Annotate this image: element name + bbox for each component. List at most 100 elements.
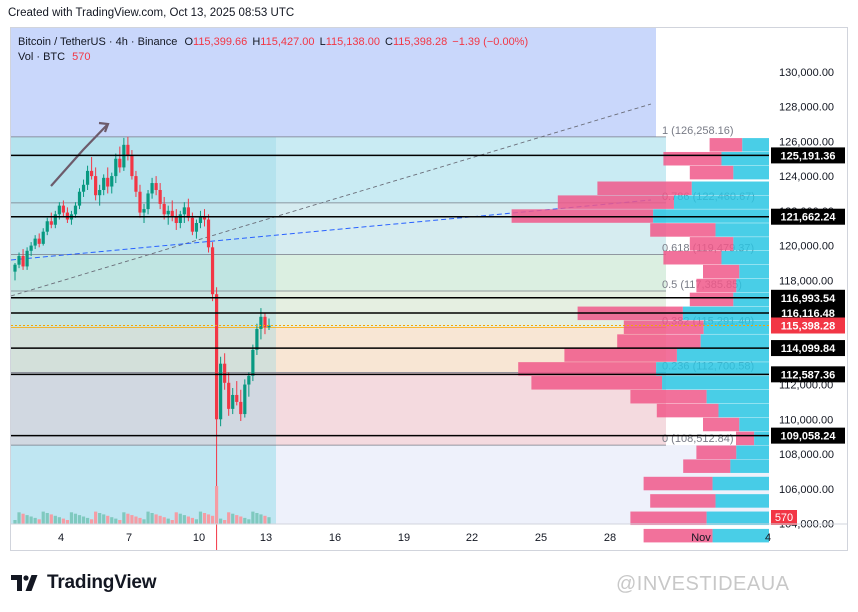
volume-profile-buy (736, 445, 769, 460)
legend-low: 115,138.00 (325, 36, 380, 48)
trend-line-blue (11, 199, 652, 261)
volume-bar (73, 513, 78, 524)
volume-profile-buy (715, 223, 769, 237)
volume-bar (57, 517, 61, 524)
price-tick-label: 126,000.00 (779, 136, 834, 148)
volume-bar (214, 486, 219, 524)
volume-bar (29, 516, 33, 524)
arrow-annotation-head (98, 121, 110, 133)
price-tick-label: 106,000.00 (779, 484, 834, 496)
candle-body (186, 207, 190, 218)
volume-profile-sell (617, 334, 701, 348)
volume-bar (13, 520, 17, 524)
price-scale (769, 28, 847, 550)
tradingview-logo[interactable]: TradingView (11, 571, 157, 595)
volume-profile-sell (650, 223, 716, 237)
volume-bar (243, 517, 247, 524)
volume-bar (45, 513, 49, 524)
volume-tag (771, 510, 797, 525)
legend-volume: 570 (72, 51, 91, 63)
volume-bar (235, 515, 239, 524)
volume-bar (166, 518, 170, 524)
volume-bar (170, 520, 174, 524)
volume-profile-buy (733, 165, 769, 180)
level-price-tag (771, 208, 845, 225)
candle-body (162, 203, 166, 215)
level-price-tag (771, 366, 845, 383)
chart-frame[interactable]: 1 (126,258.16)0.786 (122,460.67)0.618 (1… (10, 27, 848, 551)
candle-body (198, 216, 203, 223)
volume-profile-sell (656, 403, 719, 418)
volume-profile-sell (703, 264, 740, 279)
volume-bar (85, 517, 90, 524)
candle-body (77, 191, 82, 206)
candle-body (154, 183, 158, 190)
volume-profile-sell (531, 376, 663, 390)
volume-profile-buy (739, 264, 769, 279)
volume-profile-buy (712, 528, 769, 543)
fib-band (11, 290, 666, 328)
volume-bar (102, 514, 106, 524)
price-chart[interactable]: 1 (126,258.16)0.786 (122,460.67)0.618 (1… (11, 28, 848, 551)
volume-bar (247, 519, 251, 524)
candle-body (106, 177, 110, 187)
candle-body (21, 256, 25, 267)
candle-body (130, 155, 134, 177)
candle-body (267, 325, 271, 328)
chart-credit: Created with TradingView.com, Oct 13, 20… (8, 7, 295, 19)
volume-bar (223, 520, 227, 524)
candle-body (81, 184, 86, 192)
candle-body (53, 214, 57, 225)
volume-profile-buy (742, 138, 769, 152)
volume-bar (114, 518, 118, 524)
level-price-tag (771, 147, 845, 164)
volume-profile-buy (691, 181, 769, 196)
time-tick-label: 4 (58, 532, 64, 544)
candle-body (174, 216, 178, 223)
time-tick-label: 16 (329, 532, 341, 544)
volume-bar (154, 514, 158, 524)
volume-profile-sell (689, 292, 734, 307)
volume-bar (138, 517, 142, 524)
volume-profile-sell (623, 320, 704, 334)
volume-bar (239, 516, 243, 524)
candle-body (150, 183, 154, 194)
time-tick-label: Nov (691, 532, 711, 544)
volume-bar (251, 511, 255, 524)
arrow-annotation-line (50, 123, 109, 187)
level-price-text: 114,099.84 (781, 343, 836, 355)
level-price-tag (771, 289, 845, 306)
volume-bar (142, 519, 146, 524)
volume-profile-sell (630, 389, 707, 404)
candle-body (114, 158, 118, 177)
candle-body (13, 264, 17, 272)
volume-profile-buy (706, 511, 769, 526)
volume-profile-buy (656, 362, 769, 376)
candle-body (182, 207, 186, 215)
candle-body (118, 158, 122, 168)
legend-volume-label[interactable]: Vol · BTC (18, 51, 66, 63)
volume-profile-sell (703, 417, 740, 432)
candle-body (235, 394, 239, 402)
time-tick-label: 19 (398, 532, 410, 544)
volume-profile-sell (557, 195, 674, 209)
volume-profile-buy (721, 250, 769, 265)
volume-bar (21, 513, 25, 524)
volume-bar (206, 514, 211, 524)
volume-bar (81, 516, 86, 524)
candle-body (231, 394, 235, 409)
volume-profile-buy (676, 348, 769, 362)
volume-bar (17, 512, 21, 524)
volume-bar (162, 517, 166, 524)
candle-body (94, 176, 98, 196)
volume-bar (186, 516, 190, 524)
author-watermark: @INVESTIDEAUA (616, 573, 790, 595)
legend-close: 115,398.28 (392, 36, 448, 48)
volume-profile-sell (597, 181, 692, 196)
candle-body (98, 189, 102, 196)
level-price-text: 109,058.24 (780, 431, 836, 443)
volume-profile-sell (709, 138, 743, 152)
volume-profile-sell (630, 511, 707, 526)
volume-bar (182, 515, 186, 524)
legend-symbol[interactable]: Bitcoin / TetherUS · 4h · Binance (18, 36, 178, 48)
